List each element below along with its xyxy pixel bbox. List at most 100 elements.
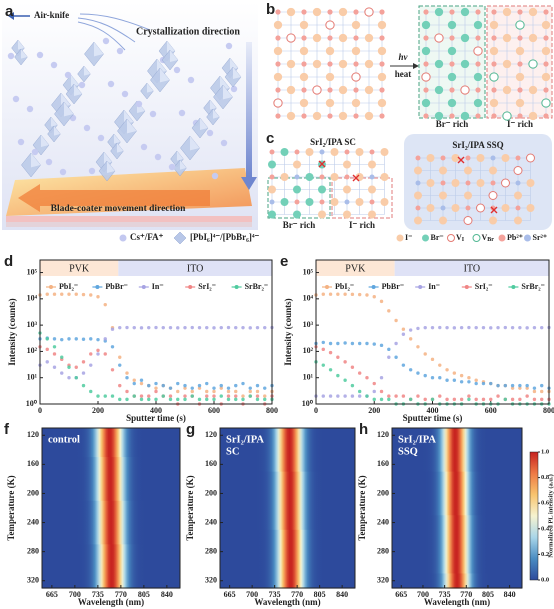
cation xyxy=(187,76,195,84)
data-point xyxy=(176,389,180,394)
data-point xyxy=(532,386,537,390)
data-point xyxy=(387,355,391,359)
ion xyxy=(414,216,422,225)
ion xyxy=(305,198,314,206)
legend-text: In⁻ xyxy=(428,282,440,291)
x-tick-label: 665 xyxy=(224,590,236,599)
ion xyxy=(293,185,301,194)
x-tick-label: 735 xyxy=(269,590,281,599)
y-tick-label: 10⁵ xyxy=(303,267,314,276)
region xyxy=(118,260,272,276)
region xyxy=(40,260,119,276)
data-point xyxy=(197,397,202,402)
data-point xyxy=(459,380,464,384)
ion xyxy=(364,111,374,121)
legend-marker xyxy=(95,285,100,289)
data-point xyxy=(445,368,449,372)
data-point xyxy=(89,337,93,341)
ion xyxy=(543,87,549,93)
legend-text: SrBr₂⁻ xyxy=(521,282,545,291)
data-point xyxy=(197,325,202,330)
data-point xyxy=(438,325,442,330)
data-point xyxy=(336,292,340,296)
data-point xyxy=(423,373,427,378)
cation xyxy=(102,37,110,45)
ion xyxy=(379,35,385,41)
cation xyxy=(7,52,15,60)
ion xyxy=(319,199,325,205)
data-point xyxy=(438,363,442,367)
ion xyxy=(286,7,296,17)
data-point xyxy=(74,292,78,296)
ion xyxy=(515,155,521,161)
spectrum-row xyxy=(42,515,180,531)
ion xyxy=(338,7,348,17)
data-point xyxy=(226,397,231,402)
cation xyxy=(88,167,96,175)
panel-label: b xyxy=(266,1,275,18)
ion xyxy=(280,148,289,156)
x-tick-label: 840 xyxy=(161,590,173,599)
data-point xyxy=(60,292,64,296)
legend-marker xyxy=(464,285,469,289)
ion xyxy=(368,210,376,219)
spectrum-row xyxy=(392,457,522,473)
cation xyxy=(107,80,115,88)
y-axis-label: Temperature (K) xyxy=(185,475,195,540)
data-point xyxy=(60,371,64,375)
ion xyxy=(501,154,510,162)
octahedron-face xyxy=(213,109,220,119)
panel-label: a xyxy=(5,3,14,20)
cation xyxy=(36,51,44,59)
data-point xyxy=(168,397,173,402)
cation xyxy=(140,143,148,151)
data-point xyxy=(183,383,187,388)
data-point xyxy=(474,325,478,330)
data-point xyxy=(205,381,209,386)
data-point xyxy=(350,394,355,398)
data-point xyxy=(321,363,325,367)
legend-text: SrBr₂⁻ xyxy=(245,282,269,291)
octahedron-face xyxy=(230,58,238,70)
data-point xyxy=(401,394,406,398)
ion xyxy=(526,179,535,187)
data-point xyxy=(205,389,209,394)
ion xyxy=(275,87,281,93)
cation xyxy=(173,66,181,74)
legend-symbol: Pb²⁺ xyxy=(507,233,523,242)
y-tick-label: 10⁰ xyxy=(26,399,38,408)
data-point xyxy=(343,394,347,398)
legend-text: PbBr⁻ xyxy=(382,282,404,291)
data-point xyxy=(343,292,347,296)
data-point xyxy=(219,383,223,388)
data-point xyxy=(408,368,413,372)
data-point xyxy=(328,350,333,355)
annotation: control xyxy=(48,434,80,445)
y-tick-label: 120 xyxy=(377,430,389,439)
ion xyxy=(426,179,435,187)
defect-mark xyxy=(318,160,326,168)
region-label: PVK xyxy=(345,263,366,274)
ion xyxy=(543,35,549,41)
ion xyxy=(318,185,326,194)
spectrum-row xyxy=(220,529,355,545)
ion xyxy=(501,204,510,212)
data-point xyxy=(263,325,267,330)
data-point xyxy=(45,360,49,364)
plot-frame xyxy=(39,259,273,405)
ion xyxy=(447,72,457,82)
vacancy xyxy=(476,203,485,213)
ion xyxy=(293,160,301,169)
cation xyxy=(135,100,143,108)
ion xyxy=(489,46,499,56)
spectrum-row xyxy=(220,515,355,531)
x-tick-label: 400 xyxy=(427,406,439,415)
data-point xyxy=(540,397,544,402)
legend-text: VI xyxy=(456,233,465,244)
ion xyxy=(421,20,431,30)
x-tick-label: 700 xyxy=(246,590,258,599)
cation xyxy=(12,95,20,103)
data-point xyxy=(328,368,333,372)
data-point xyxy=(525,386,529,390)
